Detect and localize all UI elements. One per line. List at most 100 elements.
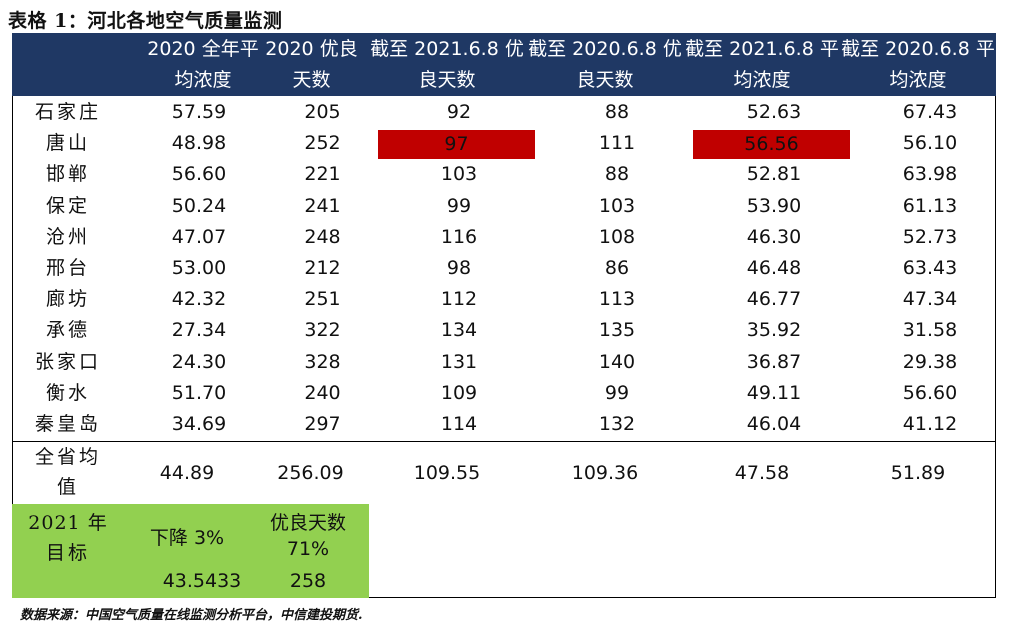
table-row: 秦皇岛 34.69 297 114 132 46.04 41.12 [12, 409, 996, 440]
average-value-2: 256.09 [277, 462, 344, 484]
header-col-4-line-2: 良天数 [576, 69, 634, 91]
table-cell: 88 [604, 163, 630, 186]
average-value-5: 47.58 [734, 462, 790, 484]
average-label-line-1: 全省均 [34, 446, 101, 468]
table-cell: 114 [440, 413, 478, 435]
table-cell: 131 [440, 350, 478, 373]
average-value-1: 44.89 [159, 462, 215, 484]
table-cell: 135 [598, 319, 636, 342]
header-col-2-line-1: 2020 优良 [265, 38, 358, 60]
source-footnote: 数据来源：中国空气质量在线监测分析平台，中信建投期货. [20, 608, 363, 623]
average-label: 全省均 值 [12, 442, 124, 502]
header-col-1-line-2: 均浓度 [174, 69, 232, 91]
table-cell: 109 [440, 381, 478, 404]
table-cell: 49.11 [746, 381, 802, 404]
table-cell: 36.87 [746, 350, 802, 373]
table-cell: 221 [304, 163, 341, 186]
city-name: 沧州 [45, 225, 90, 248]
target-conc-value: 43.5433 [162, 570, 242, 592]
table-divider [12, 441, 996, 442]
average-label-line-2: 值 [56, 476, 79, 498]
table-cell: 134 [440, 319, 478, 342]
table-cell: 46.30 [746, 225, 802, 248]
table-cell: 63.43 [902, 257, 958, 279]
table-cell: 46.77 [746, 288, 802, 311]
target-label-line-2: 目标 [45, 542, 90, 564]
table-cell: 67.43 [902, 101, 958, 123]
table-cell: 92 [446, 101, 472, 123]
table-cell: 52.73 [902, 225, 958, 248]
table-cell: 99 [604, 381, 630, 404]
header-col-5-line-2: 均浓度 [733, 69, 791, 91]
table-cell: 61.13 [902, 194, 958, 217]
table-cell: 29.38 [902, 350, 958, 373]
header-col-6-line-2: 均浓度 [889, 69, 947, 91]
highlighted-cell: 97 [378, 130, 535, 160]
average-value-4: 109.36 [571, 462, 639, 484]
table-row: 唐山 48.98 252 97 111 56.56 56.10 [12, 128, 996, 160]
city-name: 石家庄 [34, 101, 101, 123]
table-cell: 24.30 [171, 350, 227, 373]
table-cell: 56.10 [902, 132, 958, 155]
table-cell: 34.69 [171, 413, 227, 435]
city-name: 秦皇岛 [34, 413, 101, 435]
table-cell: 47.34 [902, 288, 958, 311]
table-row: 石家庄 57.59 205 92 88 52.63 67.43 [12, 97, 996, 128]
table-title: 表格 1：河北各地空气质量监测 [8, 10, 283, 32]
header-col-3-line-2: 良天数 [418, 69, 476, 91]
header-col-3-line-1: 截至 2021.6.8 优 [370, 38, 524, 60]
table-cell: 98 [446, 257, 472, 279]
table-cell: 86 [604, 257, 630, 279]
table-cell: 27.34 [171, 319, 227, 342]
table-row: 沧州 47.07 248 116 108 46.30 52.73 [12, 222, 996, 253]
table-cell: 112 [440, 288, 478, 311]
table-cell: 297 [304, 413, 341, 435]
target-good-days-label: 优良天数 [269, 512, 346, 534]
table-cell: 50.24 [171, 194, 227, 217]
city-name: 邯郸 [45, 163, 90, 186]
table-cell: 116 [440, 225, 478, 248]
table-cell: 35.92 [746, 319, 802, 342]
table-cell: 212 [304, 257, 341, 279]
table-row: 廊坊 42.32 251 112 113 46.77 47.34 [12, 284, 996, 315]
target-good-days-pct: 71% [286, 538, 330, 560]
header-col-1-line-1: 2020 全年平 [147, 38, 259, 60]
header-col-5-line-1: 截至 2021.6.8 平 [685, 38, 839, 60]
table-cell: 52.81 [746, 163, 802, 186]
table-row: 邯郸 56.60 221 103 88 52.81 63.98 [12, 159, 996, 190]
table-cell: 48.98 [171, 132, 227, 155]
table-cell: 252 [304, 132, 341, 155]
header-col-4-line-1: 截至 2020.6.8 优 [528, 38, 682, 60]
header-col-2-line-2: 天数 [292, 69, 331, 91]
table-cell: 322 [304, 319, 341, 342]
city-name: 廊坊 [45, 288, 90, 311]
table-row: 承德 27.34 322 134 135 35.92 31.58 [12, 315, 996, 346]
table-row: 张家口 24.30 328 131 140 36.87 29.38 [12, 347, 996, 378]
table-cell: 63.98 [902, 163, 958, 186]
table-cell: 205 [304, 101, 341, 123]
table-cell: 241 [304, 194, 341, 217]
target-label-line-1: 2021 年 [28, 512, 108, 534]
table-cell: 52.63 [746, 101, 802, 123]
table-cell: 103 [440, 163, 478, 186]
table-cell: 88 [604, 101, 630, 123]
table-cell: 42.32 [171, 288, 227, 311]
table-cell: 328 [304, 350, 341, 373]
table-cell: 47.07 [171, 225, 227, 248]
city-name: 张家口 [34, 350, 101, 373]
table-cell: 111 [598, 132, 636, 155]
target-days-value: 258 [289, 570, 327, 592]
table-cell: 53.00 [171, 257, 227, 279]
average-value-6: 51.89 [890, 462, 946, 484]
target-reduction: 下降 3% [149, 527, 225, 549]
table-cell: 56.60 [902, 381, 958, 404]
table-row: 衡水 51.70 240 109 99 49.11 56.60 [12, 378, 996, 409]
average-value-3: 109.55 [413, 462, 481, 484]
table-cell: 56.60 [171, 163, 227, 186]
city-name: 衡水 [45, 381, 90, 404]
table-cell: 140 [598, 350, 636, 373]
table-cell: 51.70 [171, 381, 227, 404]
table-cell: 108 [598, 225, 636, 248]
table-row: 保定 50.24 241 99 103 53.90 61.13 [12, 191, 996, 222]
target-block: 2021 年 目标 下降 3% 优良天数 71% 43.5433 258 [12, 504, 369, 598]
